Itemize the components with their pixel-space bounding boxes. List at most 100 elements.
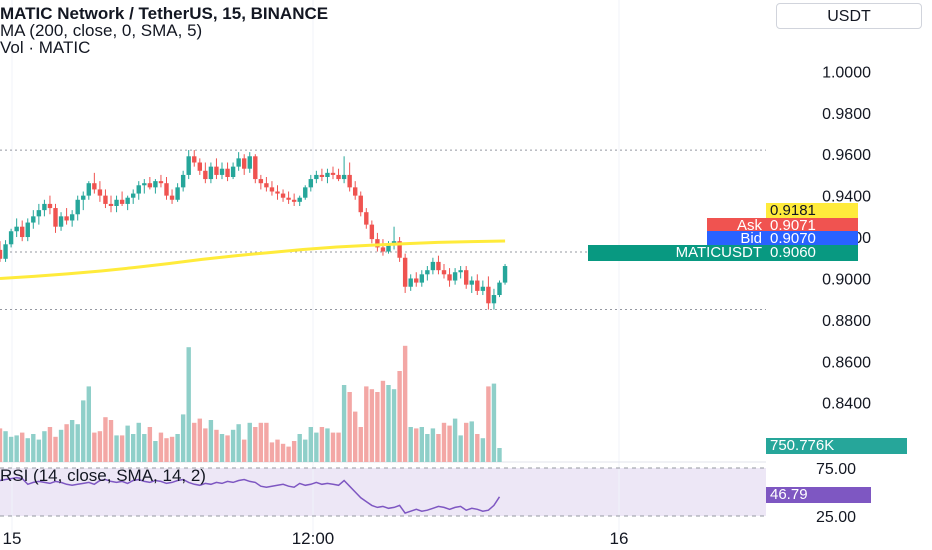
candle-body: [14, 226, 19, 232]
volume-bar: [269, 442, 275, 462]
candle-body: [269, 187, 275, 192]
volume-bar: [330, 432, 336, 462]
candle-body: [375, 239, 380, 248]
candle-body: [353, 187, 358, 196]
volume-bar: [175, 434, 180, 462]
volume-bar: [53, 436, 58, 462]
volume-bar: [286, 446, 291, 462]
volume-legend[interactable]: Vol · MATIC: [0, 38, 91, 57]
candle-body: [180, 174, 186, 188]
candle-body: [136, 185, 141, 194]
candle-body: [414, 278, 419, 283]
candle-body: [314, 174, 319, 180]
volume-bar: [458, 435, 463, 462]
candle-body: [92, 183, 97, 190]
volume-bar: [192, 422, 197, 462]
price-tick-label: 0.8600: [822, 354, 871, 371]
candle-body: [175, 187, 180, 200]
volume-bar: [186, 347, 191, 462]
candle-body: [325, 172, 330, 177]
candle-body: [192, 156, 197, 163]
candle-body: [3, 244, 8, 259]
rsi-value-tag: 46.79: [766, 487, 871, 503]
volume-bar: [64, 424, 69, 462]
volume-bar: [203, 428, 208, 462]
volume-bar: [136, 422, 141, 462]
candle-body: [169, 195, 175, 200]
candle-body: [219, 168, 225, 175]
volume-bar: [158, 432, 164, 462]
candle-body: [497, 282, 502, 296]
candle-body: [8, 231, 14, 245]
volume-bar: [58, 429, 64, 462]
candle-body: [75, 199, 80, 215]
volume-bar: [142, 434, 147, 462]
candle-body: [230, 166, 236, 177]
candle-body: [402, 257, 408, 287]
candle-body: [447, 274, 452, 281]
rsi-axis[interactable]: 75.00 25.00: [816, 461, 856, 526]
bid-label: Bid: [707, 231, 766, 247]
volume-bar: [447, 425, 452, 462]
volume-bar: [380, 380, 386, 462]
candle-body: [258, 179, 264, 184]
volume-bar: [0, 428, 3, 462]
ma-legend[interactable]: MA (200, close, 0, SMA, 5): [0, 21, 203, 40]
volume-bar: [81, 400, 86, 462]
volume-bar: [441, 422, 447, 462]
volume-bar: [308, 427, 313, 462]
volume-bar: [47, 427, 53, 462]
candle-body: [475, 280, 480, 291]
volume-bar: [452, 418, 458, 462]
volume-bar: [347, 392, 352, 462]
symbol-label: MATICUSDT: [588, 245, 766, 261]
candle-body: [108, 203, 114, 206]
chart-title[interactable]: MATIC Network / TetherUS, 15, BINANCE: [0, 4, 329, 23]
volume-bar: [497, 448, 502, 462]
currency-selector[interactable]: USDT: [776, 3, 922, 29]
candles: [0, 150, 508, 310]
volume-bar: [397, 371, 402, 462]
volume-bar: [475, 434, 480, 462]
time-tick-label: 12:00: [292, 529, 335, 548]
volume-bar: [97, 431, 103, 462]
candle-body: [125, 197, 130, 204]
candle-body: [214, 166, 219, 175]
volume-bar: [131, 434, 136, 462]
volume-bar: [36, 439, 42, 462]
volume-bar: [92, 432, 97, 462]
candle-body: [242, 158, 247, 169]
volume-bar: [8, 436, 14, 462]
volume-bar: [253, 427, 258, 462]
candle-body: [486, 286, 491, 304]
candle-body: [64, 216, 69, 221]
ma200-line: [0, 239, 506, 280]
volume-bar: [425, 434, 430, 462]
volume-bar: [436, 434, 441, 462]
candle-body: [280, 193, 286, 198]
price-tick-label: 0.8800: [822, 313, 871, 330]
last-price-tag: 0.9060: [766, 245, 858, 261]
volume-bar: [469, 421, 474, 462]
candle-body: [142, 183, 147, 186]
candle-body: [303, 187, 308, 198]
candle-body: [291, 199, 297, 202]
volume-bar: [375, 392, 380, 462]
ask-label: Ask: [707, 218, 766, 234]
volume-bar: [486, 386, 491, 462]
candle-body: [464, 270, 469, 285]
rsi-legend[interactable]: RSI (14, close, SMA, 14, 2): [0, 466, 206, 485]
candle-body: [358, 195, 363, 213]
volume-bar: [319, 427, 325, 462]
ask-price-tag: 0.9071: [766, 218, 858, 234]
volume-bar: [86, 386, 91, 462]
volume-bar: [353, 411, 358, 462]
volume-bar: [225, 435, 230, 462]
price-tick-label: 0.9400: [822, 189, 871, 206]
volume-bar: [264, 422, 269, 462]
volume-bar: [386, 385, 391, 462]
price-tick-label: 0.8400: [822, 396, 871, 413]
candle-body: [380, 247, 386, 252]
time-axis[interactable]: 15 12:00 16: [3, 529, 629, 548]
candle-body: [397, 241, 402, 258]
